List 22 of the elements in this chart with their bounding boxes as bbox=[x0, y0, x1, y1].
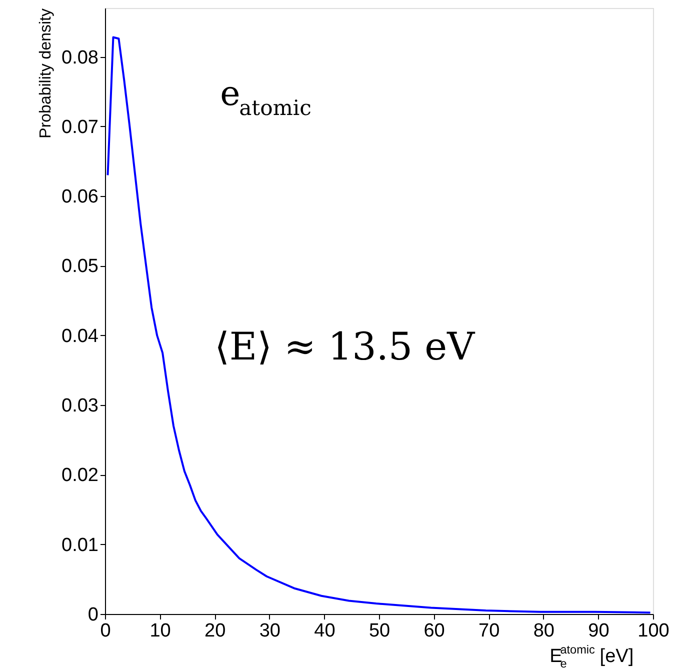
y-tick-label: 0.02 bbox=[62, 465, 98, 486]
x-tick-label: 60 bbox=[424, 620, 445, 642]
x-tick-label: 80 bbox=[533, 620, 554, 642]
y-tick-label: 0.08 bbox=[62, 47, 98, 68]
x-tick-label: 70 bbox=[478, 620, 500, 642]
x-tick-label: 20 bbox=[204, 620, 226, 642]
y-tick-label: 0.01 bbox=[62, 534, 98, 556]
x-tick-label: 10 bbox=[150, 620, 171, 642]
y-tick-label: 0.06 bbox=[62, 186, 98, 208]
y-tick-label: 0.07 bbox=[62, 116, 98, 138]
y-tick-label: 0 bbox=[88, 604, 98, 626]
x-tick-label: 90 bbox=[588, 620, 610, 642]
x-tick-label: 40 bbox=[314, 620, 336, 642]
y-tick-label: 0.03 bbox=[62, 396, 98, 417]
line-series bbox=[106, 36, 652, 614]
y-tick-label: 0.04 bbox=[62, 326, 99, 347]
x-tick-label: 100 bbox=[638, 620, 670, 642]
x-tick-label: 50 bbox=[368, 620, 390, 642]
annotation: ⟨E⟩ ≈ 13.5 eV bbox=[214, 324, 476, 368]
x-tick-label: 30 bbox=[259, 620, 280, 642]
y-axis-title: Probability density bbox=[38, 8, 55, 138]
y-tick-label: 0.05 bbox=[62, 256, 98, 278]
